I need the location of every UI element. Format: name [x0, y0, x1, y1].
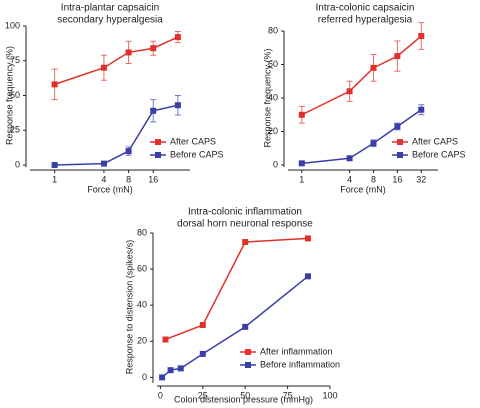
- y-tick-label: 80: [137, 227, 147, 237]
- chart-title: Intra-plantar capsaicin: [61, 3, 159, 14]
- x-tick-label: 4: [347, 174, 352, 184]
- marker: [242, 239, 249, 246]
- marker: [370, 140, 377, 147]
- legend-label: After CAPS: [170, 136, 216, 146]
- marker: [346, 88, 353, 95]
- legend-marker: [155, 139, 161, 145]
- x-tick-label: 4: [101, 174, 106, 184]
- x-axis-label: Force (mN): [87, 184, 133, 194]
- y-tick-label: 0: [273, 159, 278, 169]
- y-axis-label: Response to distension (spikes/s): [124, 240, 134, 375]
- marker: [162, 336, 169, 343]
- legend-label: Before CAPS: [412, 149, 466, 159]
- marker: [51, 162, 58, 168]
- marker: [298, 160, 305, 167]
- marker: [174, 34, 181, 41]
- y-tick-label: 80: [268, 25, 278, 35]
- marker: [304, 273, 311, 280]
- legend-marker: [397, 152, 403, 158]
- y-tick-label: 25: [10, 125, 20, 135]
- x-tick-label: 75: [283, 390, 293, 400]
- marker: [125, 49, 132, 56]
- y-tick-label: 20: [137, 336, 147, 346]
- marker: [150, 107, 157, 114]
- legend-marker: [155, 152, 161, 158]
- x-tick-label: 25: [198, 390, 208, 400]
- marker: [177, 365, 184, 372]
- x-tick-label: 32: [416, 174, 426, 184]
- y-axis-label: Response frequency (%): [4, 46, 14, 145]
- marker: [346, 155, 353, 162]
- legend-marker: [245, 349, 251, 355]
- legend-marker: [397, 139, 403, 145]
- legend-label: After CAPS: [412, 136, 458, 146]
- legend-label: After inflammation: [260, 346, 333, 356]
- x-tick-label: 1: [299, 174, 304, 184]
- marker: [167, 367, 174, 374]
- legend-label: Before inflammation: [260, 359, 340, 369]
- series-line: [301, 35, 422, 116]
- x-tick-label: 0: [158, 390, 163, 400]
- x-tick-label: 16: [392, 174, 402, 184]
- y-tick-label: 60: [137, 263, 147, 273]
- legend-marker: [245, 362, 251, 368]
- marker: [304, 235, 311, 242]
- marker: [199, 350, 206, 357]
- marker: [418, 106, 425, 113]
- x-tick-label: 8: [371, 174, 376, 184]
- marker: [159, 374, 166, 381]
- x-tick-label: 100: [322, 390, 337, 400]
- chart-title: Intra-colonic inflammation: [188, 207, 302, 218]
- series-line: [165, 237, 308, 341]
- y-tick-label: 100: [5, 20, 20, 30]
- x-tick-label: 50: [240, 390, 250, 400]
- marker: [242, 323, 249, 330]
- y-tick-label: 75: [10, 55, 20, 65]
- chart-title: secondary hyperalgesia: [57, 15, 163, 26]
- marker: [150, 45, 157, 52]
- y-tick-label: 40: [268, 92, 278, 102]
- marker: [100, 160, 107, 167]
- legend-label: Before CAPS: [170, 149, 224, 159]
- chart-title: dorsal horn neuronal response: [177, 219, 313, 230]
- y-tick-label: 40: [137, 300, 147, 310]
- x-tick-label: 1: [52, 174, 57, 184]
- marker: [199, 322, 206, 329]
- chart-title: referred hyperalgesia: [318, 15, 413, 26]
- y-tick-label: 0: [15, 159, 20, 169]
- marker: [394, 53, 401, 60]
- y-tick-label: 60: [268, 59, 278, 69]
- y-tick-label: 50: [10, 90, 20, 100]
- marker: [370, 64, 377, 71]
- y-tick-label: 20: [268, 126, 278, 136]
- y-tick-label: 0: [142, 372, 147, 382]
- x-axis-label: Force (mN): [340, 184, 386, 194]
- y-axis-label: Response frequency (%): [262, 48, 272, 147]
- series-line: [54, 36, 179, 86]
- marker: [125, 148, 132, 155]
- marker: [174, 102, 181, 109]
- marker: [394, 123, 401, 130]
- x-tick-label: 16: [148, 174, 158, 184]
- marker: [51, 81, 58, 88]
- chart-title: Intra-colonic capsaicin: [316, 3, 415, 14]
- x-axis-label: Colon distension pressure (mmHg): [174, 394, 313, 404]
- marker: [418, 33, 425, 40]
- x-tick-label: 8: [126, 174, 131, 184]
- marker: [100, 64, 107, 71]
- marker: [298, 111, 305, 118]
